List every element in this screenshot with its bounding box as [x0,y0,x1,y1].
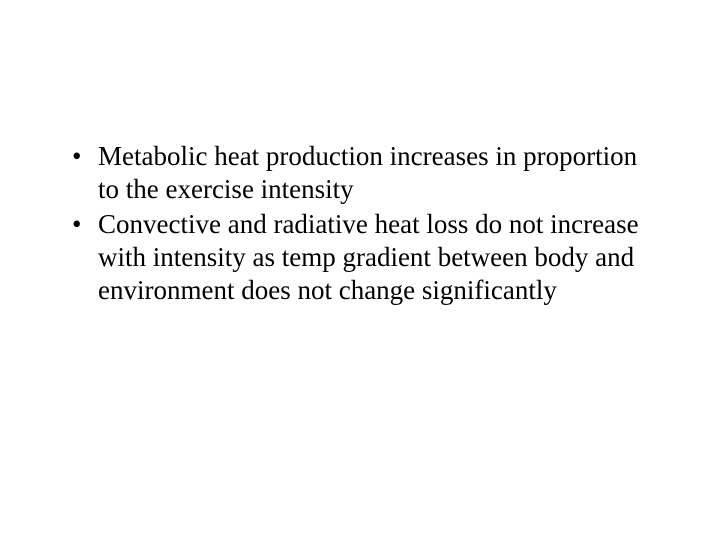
bullet-list: Metabolic heat production increases in p… [68,140,660,307]
list-item: Metabolic heat production increases in p… [68,140,660,206]
bullet-text: Metabolic heat production increases in p… [98,141,637,204]
bullet-text: Convective and radiative heat loss do no… [98,209,639,305]
list-item: Convective and radiative heat loss do no… [68,208,660,307]
slide: Metabolic heat production increases in p… [0,0,720,540]
